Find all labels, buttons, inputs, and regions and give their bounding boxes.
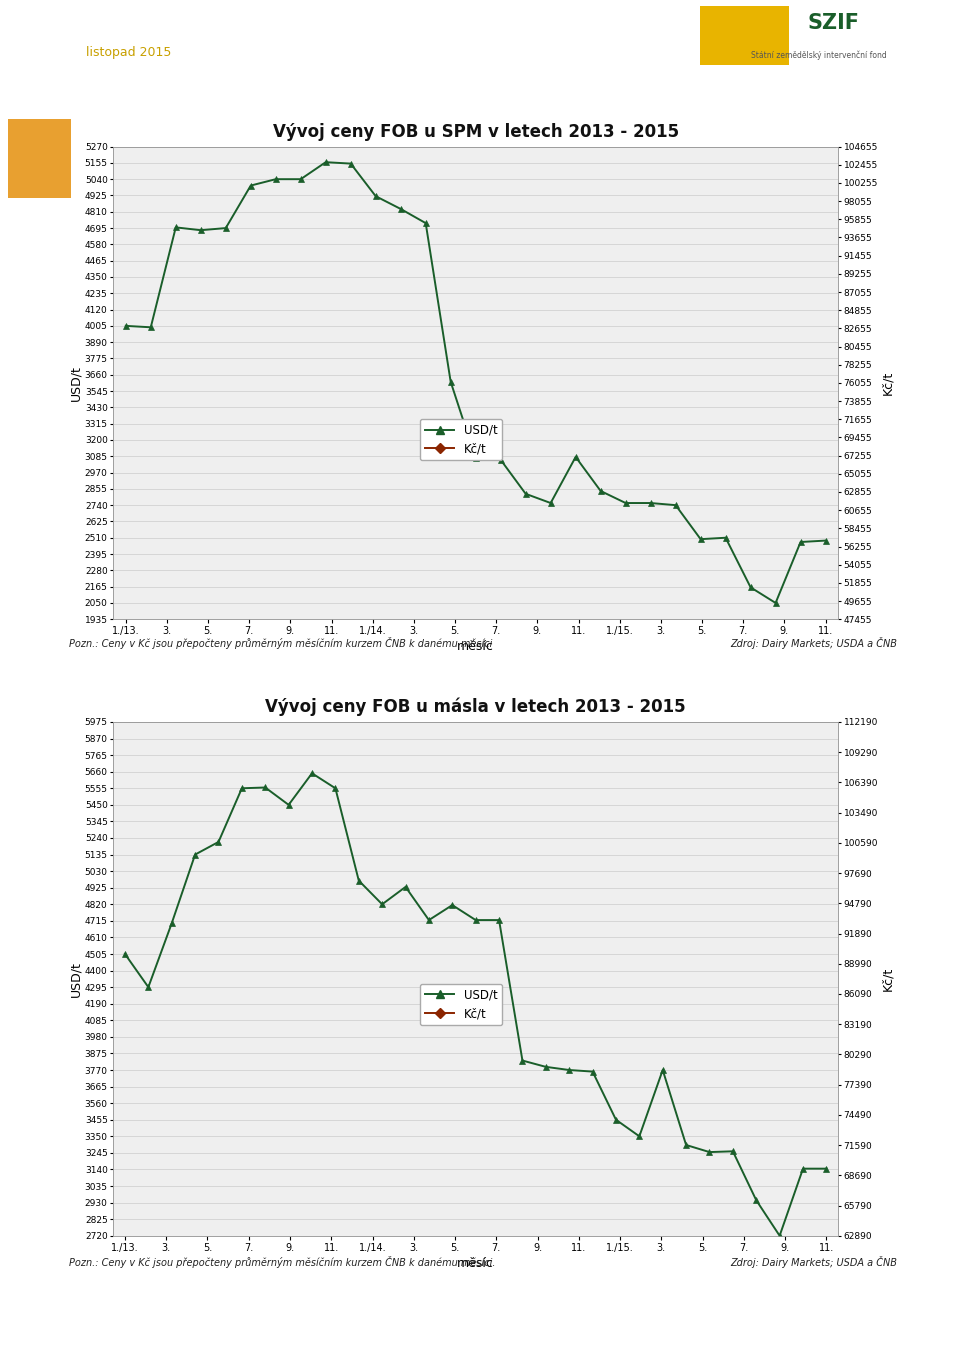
Title: Vývoj ceny FOB u másla v letech 2013 - 2015: Vývoj ceny FOB u másla v letech 2013 - 2… (265, 697, 686, 717)
Text: VÝVOJ CEN FOB: VÝVOJ CEN FOB (130, 86, 238, 101)
Text: Státní zemědělský intervenční fond: Státní zemědělský intervenční fond (751, 51, 887, 60)
Text: TIS ČR: TIS ČR (86, 8, 172, 32)
Y-axis label: USD/t: USD/t (69, 364, 82, 401)
Bar (8, 119, 71, 199)
Legend: USD/t, Kč/t: USD/t, Kč/t (420, 419, 502, 460)
Text: 12: 12 (12, 7, 88, 60)
Text: 5: 5 (925, 1337, 936, 1351)
Title: Vývoj ceny FOB u SPM v letech 2013 - 2015: Vývoj ceny FOB u SPM v letech 2013 - 201… (273, 123, 679, 141)
Y-axis label: Kč/t: Kč/t (880, 371, 894, 395)
Bar (700, 5, 789, 64)
Y-axis label: Kč/t: Kč/t (881, 967, 894, 991)
Legend: USD/t, Kč/t: USD/t, Kč/t (420, 984, 502, 1025)
Text: listopad 2015: listopad 2015 (86, 47, 172, 59)
Text: SZIF: SZIF (808, 12, 860, 33)
Text: Zpráva o trhu s mlékem a mlékárenskými výrobky  10.12.2015: Zpráva o trhu s mlékem a mlékárenskými v… (288, 1338, 638, 1349)
X-axis label: měsíc: měsíc (457, 1256, 494, 1270)
Text: Zdroj: Dairy Markets; USDA a ČNB: Zdroj: Dairy Markets; USDA a ČNB (731, 1256, 898, 1269)
Text: Pozn.: Ceny v Kč jsou přepočteny průměrným měsíčním kurzem ČNB k danému měsíci: Pozn.: Ceny v Kč jsou přepočteny průměrn… (69, 637, 492, 649)
Y-axis label: USD/t: USD/t (69, 960, 82, 997)
Text: Pozn.: Ceny v Kč jsou přepočteny průměrným měsíčním kurzem ČNB k danému měsíci.: Pozn.: Ceny v Kč jsou přepočteny průměrn… (69, 1256, 495, 1269)
X-axis label: měsíc: měsíc (457, 640, 494, 653)
Text: Zdroj: Dairy Markets; USDA a ČNB: Zdroj: Dairy Markets; USDA a ČNB (731, 637, 898, 649)
